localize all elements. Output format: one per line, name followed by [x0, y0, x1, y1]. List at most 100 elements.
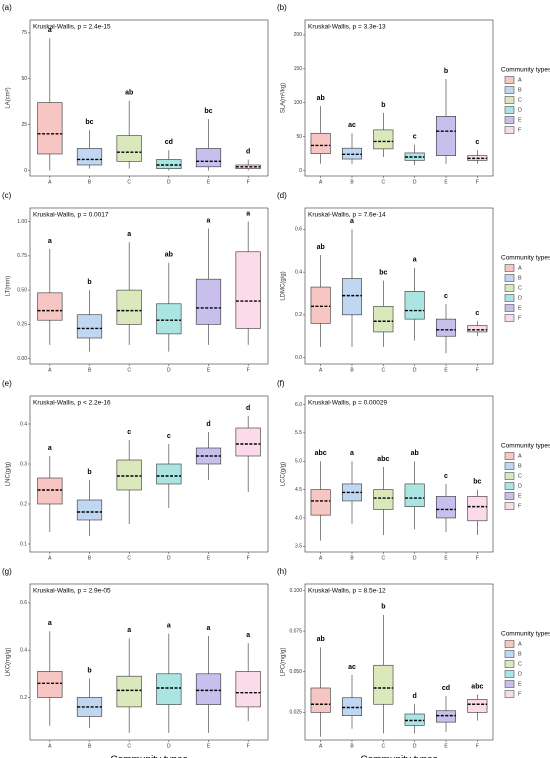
legend-key [504, 304, 515, 312]
legend-title: Community types [501, 443, 550, 450]
y-tick-label: 0.050 [289, 669, 302, 675]
letter: ac [348, 122, 356, 129]
letter: bc [379, 270, 387, 277]
box [116, 135, 142, 162]
legend-label: F [518, 315, 522, 321]
letter: a [48, 620, 52, 627]
letter: bc [204, 108, 212, 115]
x-tick-label: C [382, 179, 386, 185]
x-tick-label: B [350, 179, 354, 185]
x-tick-label: B [88, 555, 92, 561]
y-tick-label: 0.00 [17, 356, 27, 362]
box [156, 673, 182, 705]
test-annotation: Kruskal-Wallis, p < 2.2e-16 [33, 400, 111, 407]
y-tick-label: 5.0 [295, 459, 302, 465]
x-tick-label: D [413, 179, 417, 185]
y-tick-label: 0 [24, 168, 27, 174]
box [116, 459, 142, 491]
x-tick-label: F [247, 555, 250, 561]
y-tick-label: 0.75 [17, 253, 27, 259]
legend-key [504, 472, 515, 480]
legend-label: B [518, 87, 522, 93]
y-tick-label: 100 [294, 100, 303, 106]
legend-label: A [518, 641, 522, 647]
letter: abc [377, 456, 389, 463]
x-tick-label: D [167, 179, 171, 185]
letter: a [127, 231, 131, 238]
y-tick-label: 50 [296, 134, 302, 140]
letter: c [413, 134, 417, 141]
plot-frame [29, 583, 269, 741]
box [156, 303, 182, 335]
letter: a [167, 622, 171, 629]
letter: a [350, 218, 354, 225]
panel-label: (f) [277, 379, 285, 388]
legend-title: Community types [501, 255, 550, 262]
box [435, 116, 457, 156]
legend-label: D [518, 483, 522, 489]
test-annotation: Kruskal-Wallis, p = 3.3e-13 [308, 24, 386, 31]
legend-key [504, 670, 515, 678]
x-tick-label: F [476, 179, 479, 185]
y-tick-label: 0.2 [20, 695, 27, 701]
legend-key [504, 76, 515, 84]
letter: ab [317, 636, 325, 643]
x-tick-label: C [127, 555, 131, 561]
box [76, 314, 103, 339]
letter: b [87, 279, 91, 286]
x-tick-label: E [444, 555, 448, 561]
legend-label: E [518, 493, 522, 499]
x-tick-label: F [476, 367, 479, 373]
y-tick-label: 0.25 [17, 322, 27, 328]
legend-title: Community types [501, 631, 550, 638]
x-tick-label: C [382, 743, 386, 749]
letter: c [444, 473, 448, 480]
plot-frame [29, 395, 269, 553]
box [195, 148, 222, 168]
box [235, 427, 261, 457]
y-axis-label: SLA(m²/kg) [281, 83, 287, 113]
plot-frame [304, 207, 494, 365]
y-tick-label: 200 [294, 32, 303, 38]
box [310, 132, 331, 154]
letter: cd [165, 139, 173, 146]
legend-key [504, 86, 515, 94]
box [116, 289, 142, 325]
y-axis-label: LPC(mg/g) [281, 647, 287, 676]
box [373, 489, 394, 510]
letter: c [475, 310, 479, 317]
y-axis-label: LCC(g/g) [281, 462, 287, 486]
legend-key [504, 284, 515, 292]
letter: b [381, 102, 385, 109]
legend-label: F [518, 503, 522, 509]
x-tick-label: B [88, 179, 92, 185]
legend-label: E [518, 681, 522, 687]
legend-label: F [518, 127, 522, 133]
box [310, 286, 331, 324]
letter: bc [473, 478, 481, 485]
x-tick-label: E [207, 743, 211, 749]
x-tick-label: A [48, 555, 52, 561]
box [435, 318, 457, 337]
letter: ab [317, 244, 325, 251]
y-tick-label: 0.0 [295, 355, 302, 361]
plot-frame [304, 19, 494, 177]
letter: d [413, 693, 417, 700]
box [435, 710, 457, 723]
x-tick-label: F [476, 555, 479, 561]
legend-key [504, 492, 515, 500]
y-tick-label: 0.50 [17, 287, 27, 293]
plot-frame [304, 583, 494, 741]
legend-label: C [518, 285, 522, 291]
y-tick-label: 25 [21, 122, 27, 128]
panel-label: (e) [2, 379, 12, 388]
letter: b [87, 667, 91, 674]
box [195, 673, 222, 705]
x-tick-label: F [247, 743, 250, 749]
x-tick-label: B [350, 367, 354, 373]
y-tick-label: 0.4 [20, 648, 27, 654]
box [467, 325, 488, 333]
y-axis-label: LT(mm) [6, 276, 12, 297]
box [235, 671, 261, 708]
letter: a [207, 217, 211, 224]
